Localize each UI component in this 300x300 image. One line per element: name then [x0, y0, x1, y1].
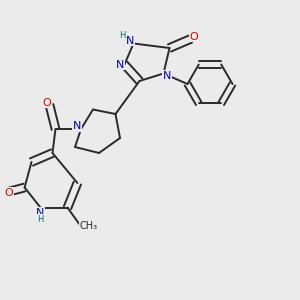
Text: O: O — [190, 32, 199, 42]
Text: N: N — [73, 121, 82, 131]
Text: O: O — [4, 188, 13, 198]
Text: N: N — [36, 208, 44, 218]
Text: N: N — [116, 59, 124, 70]
Text: O: O — [42, 98, 51, 108]
Text: CH₃: CH₃ — [80, 221, 98, 231]
Text: N: N — [163, 71, 172, 81]
Text: H: H — [37, 215, 43, 224]
Text: N: N — [126, 35, 134, 46]
Text: H: H — [119, 31, 125, 40]
